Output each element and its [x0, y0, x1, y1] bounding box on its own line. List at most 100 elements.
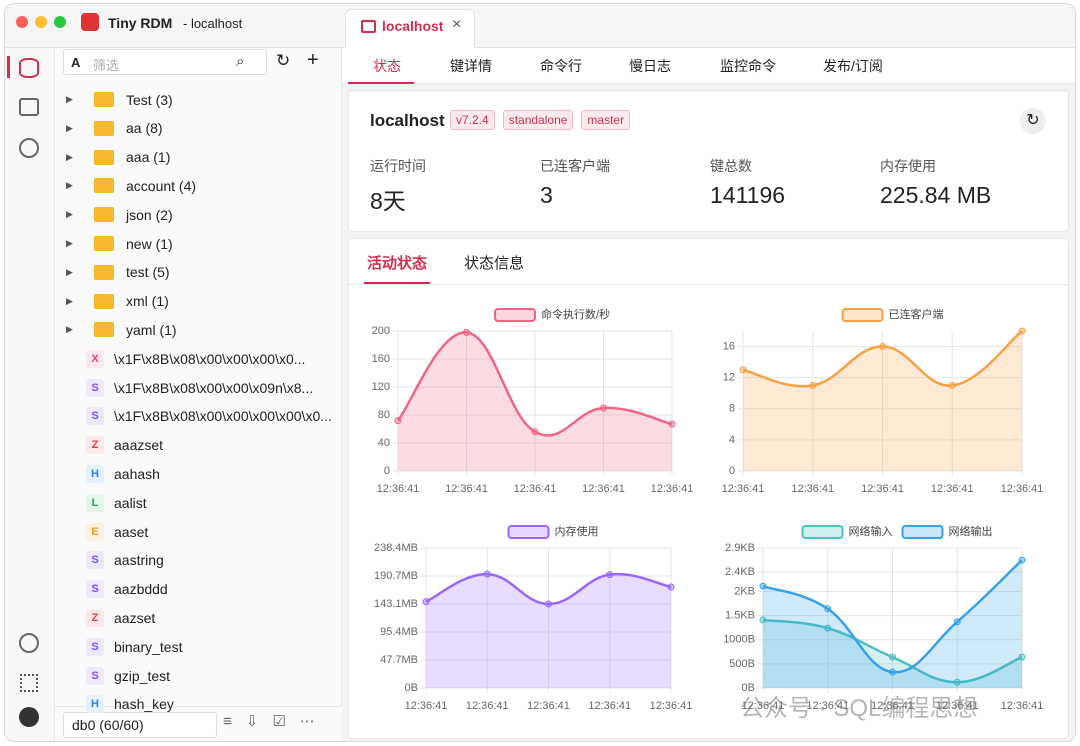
search-button[interactable]: ⌕: [236, 53, 245, 70]
filter-mode[interactable]: A: [71, 55, 81, 70]
key-type-badge: E: [86, 522, 104, 541]
nav-item[interactable]: 键详情: [450, 58, 492, 74]
point: [394, 417, 402, 425]
folder-label[interactable]: account (4): [126, 177, 197, 194]
y-tick-label: 2.9KB: [725, 542, 755, 554]
point: [759, 582, 767, 590]
subtab[interactable]: 状态信息: [464, 255, 525, 272]
point: [809, 381, 817, 389]
tab-label[interactable]: localhost: [382, 18, 444, 34]
github-icon[interactable]: [19, 707, 39, 727]
expand-arrow[interactable]: ▶: [66, 238, 73, 248]
folder-icon: [94, 236, 114, 251]
database-icon[interactable]: [19, 58, 39, 78]
x-tick-label: 12:36:41: [871, 700, 914, 712]
point: [759, 616, 767, 624]
y-tick-label: 1000B: [723, 634, 755, 646]
tab-close[interactable]: ×: [452, 16, 462, 33]
key-type-badge: L: [86, 493, 104, 512]
area: [743, 331, 1022, 471]
y-tick-label: 120: [372, 381, 390, 393]
point: [824, 624, 832, 632]
key-type-badge: Z: [86, 608, 104, 627]
footer-tools[interactable]: ≡⇩☑⋯: [223, 713, 329, 730]
folder-label[interactable]: xml (1): [126, 293, 169, 310]
db-select[interactable]: db0 (60/60): [63, 712, 217, 738]
folder-label[interactable]: Test (3): [126, 91, 173, 108]
watermark: 公众号 · SQL编程思想: [740, 695, 978, 722]
folder-row[interactable]: ▶ aaa (1): [60, 143, 345, 172]
key-row[interactable]: S \x1F\x8B\x08\x00\x00\x09n\x8...: [60, 373, 345, 402]
point: [824, 605, 832, 613]
expand-arrow[interactable]: ▶: [66, 266, 73, 277]
folder-row[interactable]: ▶ Test (3): [60, 85, 345, 114]
folder-label[interactable]: new (1): [126, 235, 173, 252]
folder-icon: [94, 149, 114, 165]
expand-arrow[interactable]: ▶: [66, 180, 73, 191]
history-icon[interactable]: [19, 138, 39, 158]
legend-label: 已连客户端: [889, 307, 944, 321]
folder-row[interactable]: ▶ yaml (1): [60, 315, 345, 344]
point: [1018, 327, 1026, 335]
point: [483, 570, 491, 578]
expand-arrow[interactable]: ▶: [66, 295, 73, 306]
folder-row[interactable]: ▶ test (5): [60, 258, 345, 287]
folder-row[interactable]: ▶ xml (1): [60, 287, 345, 316]
server-tags: v7.2.4 standalone master: [442, 110, 631, 130]
y-tick-label: 8: [729, 403, 735, 415]
folder-label[interactable]: aa (8): [126, 120, 163, 137]
point: [545, 600, 552, 608]
expand-arrow[interactable]: ▶: [66, 209, 73, 220]
x-tick-label: 12:36:41: [722, 483, 765, 495]
nav-item[interactable]: 命令行: [540, 58, 582, 74]
settings-icon[interactable]: [19, 633, 39, 653]
nav-item[interactable]: 慢日志: [629, 58, 671, 74]
nav-bar: [342, 48, 1075, 84]
server-refresh[interactable]: ↻: [1020, 108, 1046, 134]
expand-arrow[interactable]: ▶: [66, 324, 73, 335]
y-tick-label: 1.5KB: [725, 609, 755, 621]
legend-label: 网络输入: [849, 524, 893, 538]
point: [889, 668, 896, 676]
grid-icon[interactable]: [20, 674, 38, 692]
folder-label[interactable]: json (2): [126, 206, 173, 223]
tab[interactable]: [345, 9, 475, 49]
folder-row[interactable]: ▶ account (4): [60, 171, 345, 200]
add-button[interactable]: +: [307, 49, 319, 71]
x-tick-label: 12:36:41: [861, 483, 904, 495]
log-icon[interactable]: [19, 98, 39, 116]
subtab[interactable]: 活动状态: [367, 255, 428, 272]
zoom-button[interactable]: [54, 16, 66, 28]
expand-arrow[interactable]: ▶: [66, 94, 73, 104]
folder-row[interactable]: ▶ json (2): [60, 200, 345, 229]
key-row[interactable]: S \x1F\x8B\x08\x00\x00\x00\x00\x0...: [60, 402, 345, 431]
folder-label[interactable]: aaa (1): [126, 149, 171, 166]
key-row[interactable]: X \x1F\x8B\x08\x00\x00\x00\x0...: [60, 344, 345, 373]
expand-arrow[interactable]: ▶: [66, 151, 73, 162]
filter-input[interactable]: [63, 49, 267, 75]
folder-row[interactable]: ▶ new (1): [60, 229, 345, 258]
expand-arrow[interactable]: ▶: [66, 122, 73, 133]
nav-item[interactable]: 发布/订阅: [823, 58, 883, 74]
legend-swatch: [507, 525, 550, 539]
close-button[interactable]: [16, 16, 28, 28]
activity-card: [348, 238, 1069, 739]
nav-item[interactable]: 监控命令: [720, 58, 776, 74]
nav-item[interactable]: 状态: [373, 58, 401, 74]
folder-row[interactable]: ▶ aa (8): [60, 114, 345, 143]
folder-label[interactable]: test (5): [126, 264, 170, 281]
refresh-button[interactable]: ↻: [276, 51, 291, 70]
y-tick-label: 40: [378, 437, 390, 449]
folder-label[interactable]: yaml (1): [126, 321, 177, 338]
minimize-button[interactable]: [35, 16, 47, 28]
